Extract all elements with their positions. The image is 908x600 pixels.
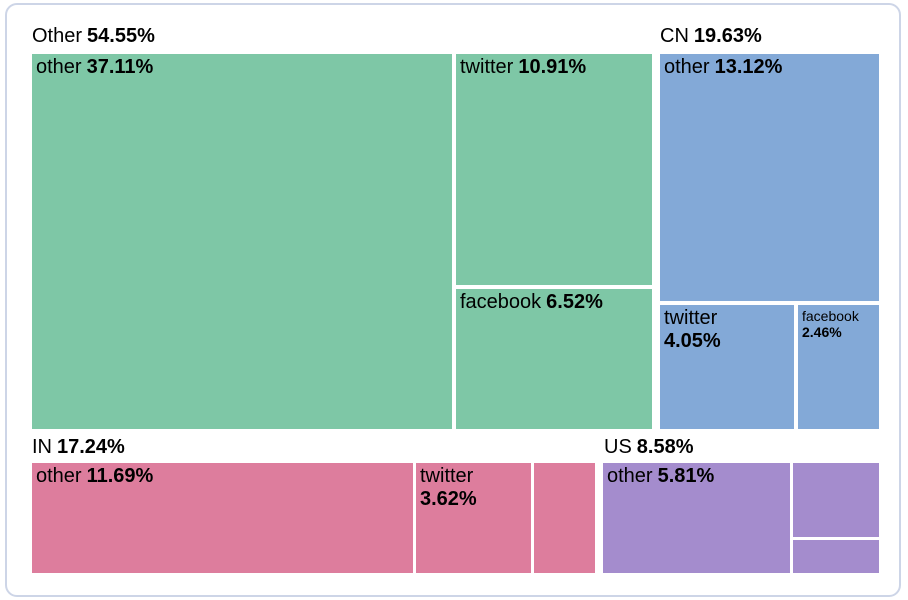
group-label: US bbox=[604, 436, 632, 458]
cell-cn-facebook[interactable]: facebook 2.46% bbox=[798, 305, 879, 429]
cell-label: other bbox=[36, 56, 82, 78]
group-label: CN bbox=[660, 25, 689, 47]
group-header-cn: CN 19.63% bbox=[660, 24, 762, 48]
cell-value: 2.46% bbox=[802, 324, 842, 340]
group-value: 8.58% bbox=[636, 436, 694, 458]
cell-in-twitter[interactable]: twitter 3.62% bbox=[416, 463, 531, 573]
group-header-in: IN 17.24% bbox=[32, 435, 125, 459]
cell-other-twitter[interactable]: twitter 10.91% bbox=[456, 54, 652, 285]
cell-in-unlabeled[interactable] bbox=[534, 463, 595, 573]
group-value: 19.63% bbox=[693, 25, 762, 47]
cell-cn-twitter[interactable]: twitter 4.05% bbox=[660, 305, 794, 429]
group-value: 17.24% bbox=[57, 436, 125, 458]
cell-us-unlabeled-1[interactable] bbox=[793, 463, 879, 537]
cell-label: facebook bbox=[460, 291, 542, 313]
cell-cn-other[interactable]: other 13.12% bbox=[660, 54, 879, 301]
cell-value: 13.12% bbox=[714, 56, 783, 78]
cell-us-other[interactable]: other 5.81% bbox=[603, 463, 790, 573]
cell-label: twitter bbox=[420, 465, 474, 487]
cell-value: 3.62% bbox=[420, 488, 477, 510]
group-header-us: US 8.58% bbox=[604, 435, 694, 459]
cell-value: 5.81% bbox=[657, 465, 715, 487]
cell-value: 6.52% bbox=[546, 291, 603, 313]
cell-label: other bbox=[607, 465, 653, 487]
cell-value: 10.91% bbox=[518, 56, 587, 78]
group-header-other: Other 54.55% bbox=[32, 24, 155, 48]
cell-label: other bbox=[664, 56, 710, 78]
cell-in-other[interactable]: other 11.69% bbox=[32, 463, 413, 573]
cell-other-facebook[interactable]: facebook 6.52% bbox=[456, 289, 652, 429]
group-label: Other bbox=[32, 25, 83, 47]
cell-value: 37.11% bbox=[86, 56, 154, 78]
cell-value: 11.69% bbox=[86, 465, 154, 487]
cell-label: twitter bbox=[460, 56, 514, 78]
cell-label: facebook bbox=[802, 308, 859, 324]
group-label: IN bbox=[32, 436, 52, 458]
group-value: 54.55% bbox=[87, 25, 155, 47]
cell-label: other bbox=[36, 465, 82, 487]
cell-us-unlabeled-2[interactable] bbox=[793, 540, 879, 573]
cell-value: 4.05% bbox=[664, 330, 721, 352]
cell-label: twitter bbox=[664, 307, 718, 329]
cell-other-other[interactable]: other 37.11% bbox=[32, 54, 452, 429]
